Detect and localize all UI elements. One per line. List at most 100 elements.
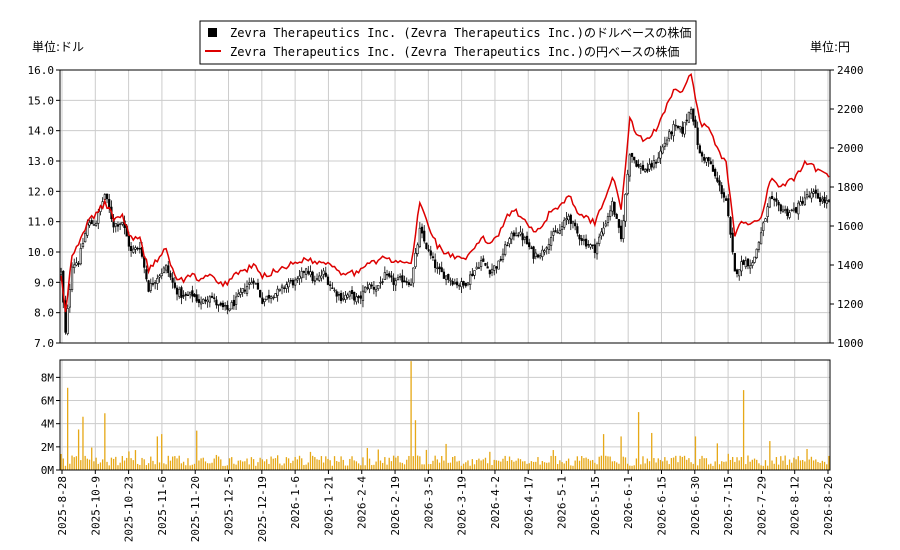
candle-body	[569, 214, 572, 224]
volume-bar	[452, 457, 454, 470]
volume-bar	[277, 455, 279, 470]
volume-bar	[826, 464, 828, 470]
volume-tick-label: 0M	[41, 464, 55, 477]
candle-body	[405, 281, 408, 283]
volume-bar	[285, 457, 288, 470]
candle-body	[792, 208, 796, 211]
volume-bar	[644, 463, 646, 470]
volume-bar	[784, 455, 786, 470]
candle-body	[79, 248, 82, 265]
volume-bar	[86, 458, 88, 470]
candle-body	[554, 230, 557, 233]
candle-body	[679, 126, 682, 130]
volume-bar	[519, 459, 522, 470]
candle-body	[307, 270, 310, 274]
volume-bar	[362, 457, 364, 470]
volume-bar	[373, 464, 375, 470]
x-tick-label: 2026-8-26	[822, 476, 835, 536]
volume-bar	[248, 464, 250, 470]
volume-bar	[382, 462, 384, 470]
x-tick-label: 2025-10-9	[89, 476, 102, 536]
candle-body	[280, 285, 284, 289]
volume-bar	[421, 464, 423, 470]
volume-bar	[666, 460, 668, 470]
volume-bar	[681, 456, 683, 470]
volume-bar	[788, 459, 791, 470]
volume-bar	[578, 460, 581, 470]
x-tick-label: 2025-12-5	[223, 476, 236, 536]
candle-body	[346, 294, 349, 298]
volume-bar	[150, 456, 152, 470]
volume-bar	[458, 460, 460, 470]
candle-body	[615, 214, 618, 219]
volume-bar	[502, 458, 504, 470]
volume-bar	[539, 464, 541, 470]
volume-bar	[390, 461, 393, 470]
candle-body	[720, 185, 723, 195]
volume-bar	[596, 464, 598, 470]
candle-body	[342, 297, 345, 300]
volume-bar	[747, 455, 749, 470]
candle-body	[215, 299, 218, 306]
volume-bar	[366, 448, 368, 470]
volume-bar	[760, 465, 762, 470]
volume-bar	[187, 458, 189, 470]
volume-bar	[489, 451, 491, 470]
legend: Zevra Therapeutics Inc. (Zevra Therapeut…	[199, 20, 697, 65]
volume-bar	[301, 458, 303, 470]
right-tick-label: 1400	[837, 259, 864, 272]
volume-bar	[67, 387, 69, 470]
volume-bar	[360, 465, 362, 470]
candle-body	[477, 267, 481, 269]
candle-body	[105, 193, 109, 200]
volume-bar	[172, 456, 174, 470]
candle-body	[311, 271, 314, 281]
candle-body	[199, 301, 203, 305]
volume-bar	[753, 458, 756, 470]
volume-bar	[493, 459, 495, 470]
candle-body	[440, 267, 443, 273]
volume-bar	[740, 457, 743, 470]
candle-body	[821, 198, 824, 202]
candle-body	[746, 258, 750, 267]
volume-bar	[574, 460, 576, 470]
right-tick-label: 1600	[837, 220, 864, 233]
candle-body	[77, 263, 80, 265]
volume-bar	[80, 460, 82, 470]
candle-body	[313, 280, 316, 282]
volume-bar	[616, 462, 618, 470]
candle-body	[617, 219, 621, 228]
volume-bar	[618, 463, 620, 470]
candle-body	[320, 275, 323, 279]
volume-bar	[395, 457, 397, 470]
candle-body	[287, 281, 290, 288]
volume-bar	[161, 434, 163, 470]
candle-body	[136, 247, 139, 250]
candle-body	[687, 111, 691, 123]
volume-bar	[169, 460, 172, 470]
candle-body	[589, 244, 592, 248]
volume-bar	[572, 465, 574, 470]
candle-body	[593, 244, 596, 253]
candle-body	[674, 124, 677, 127]
candle-body	[584, 238, 588, 247]
candle-body	[202, 298, 205, 304]
candle-body	[606, 216, 610, 223]
candle-body	[571, 220, 575, 224]
candle-body	[357, 296, 360, 298]
volume-bar	[550, 455, 552, 470]
candle-body	[274, 293, 277, 299]
candle-body	[276, 288, 279, 296]
candle-body	[762, 222, 765, 231]
right-tick-label: 2000	[837, 142, 864, 155]
candle-body	[464, 282, 467, 287]
volume-bar	[176, 458, 178, 470]
volume-bar	[697, 465, 699, 470]
volume-bar	[196, 430, 198, 470]
volume-bar	[535, 461, 537, 470]
candle-body	[171, 277, 174, 283]
volume-bar	[270, 456, 272, 470]
candle-body	[749, 265, 752, 269]
candle-body	[370, 284, 373, 287]
volume-bar	[316, 459, 318, 470]
